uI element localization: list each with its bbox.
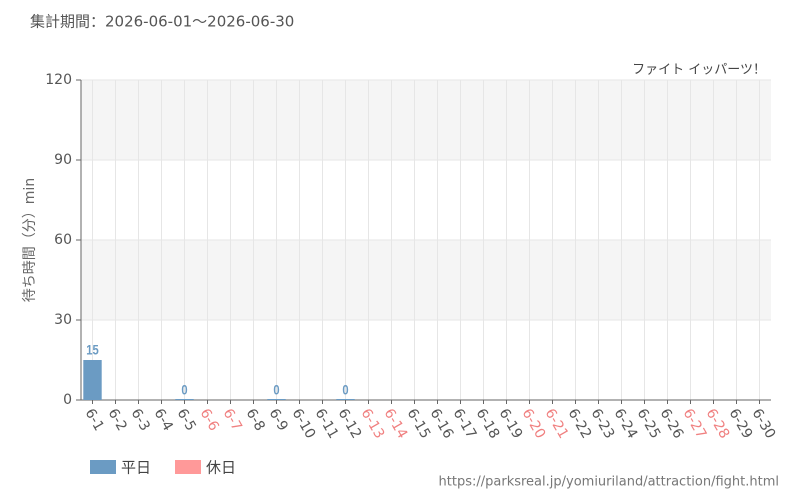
x-tick-label: 6-6	[197, 406, 222, 434]
x-tick-label: 6-15	[404, 406, 434, 442]
chart-subtitle: ファイト イッパーツ！	[632, 63, 766, 78]
x-tick-label: 6-3	[128, 406, 153, 434]
data-label: 0	[342, 383, 348, 398]
x-tick-label: 6-25	[634, 406, 664, 442]
y-tick-label: 120	[45, 72, 72, 88]
bar	[83, 360, 102, 400]
bar	[267, 399, 286, 400]
x-tick-label: 6-29	[726, 406, 756, 442]
x-tick-label: 6-11	[312, 406, 342, 442]
x-tick-label: 6-30	[749, 406, 779, 442]
y-tick-label: 60	[54, 232, 72, 248]
x-tick-label: 6-5	[174, 406, 199, 434]
x-tick-label: 6-17	[450, 406, 480, 442]
x-tick-label: 6-14	[381, 406, 411, 442]
x-tick-label: 6-8	[243, 406, 268, 434]
x-tick-label: 6-18	[473, 406, 503, 442]
y-axis-label: 待ち時間（分）min	[22, 178, 38, 302]
y-tick-label: 30	[54, 312, 72, 328]
grid-band	[81, 80, 771, 160]
x-tick-label: 6-26	[657, 406, 687, 442]
x-tick-label: 6-23	[588, 406, 618, 442]
x-tick-label: 6-20	[519, 406, 549, 442]
x-tick-label: 6-9	[266, 406, 291, 434]
x-tick-label: 6-24	[611, 406, 641, 442]
x-tick-label: 6-12	[335, 406, 365, 442]
legend-label: 平日	[121, 459, 151, 477]
x-tick-label: 6-19	[496, 406, 526, 442]
data-label: 0	[273, 383, 279, 398]
x-tick-label: 6-7	[220, 406, 245, 434]
x-tick-label: 6-21	[542, 406, 572, 442]
bar	[175, 399, 194, 400]
x-tick-label: 6-10	[289, 406, 319, 442]
x-tick-label: 6-2	[105, 406, 130, 434]
x-tick-label: 6-28	[703, 406, 733, 442]
data-label: 15	[86, 343, 98, 358]
x-tick-label: 6-1	[82, 406, 107, 434]
legend-label: 休日	[206, 459, 236, 477]
legend-swatch	[175, 460, 201, 474]
x-tick-label: 6-22	[565, 406, 595, 442]
chart-title: 集計期間：2026-06-01～2026-06-30	[30, 13, 294, 31]
legend-swatch	[90, 460, 116, 474]
x-tick-label: 6-13	[358, 406, 388, 442]
grid-band	[81, 240, 771, 320]
y-tick-label: 0	[63, 392, 72, 408]
x-tick-label: 6-27	[680, 406, 710, 442]
y-tick-label: 90	[54, 152, 72, 168]
x-tick-label: 6-4	[151, 406, 176, 434]
x-tick-label: 6-16	[427, 406, 457, 442]
bar	[336, 399, 355, 400]
source-url: https://parksreal.jp/yomiuriland/attract…	[439, 475, 779, 490]
data-label: 0	[181, 383, 187, 398]
